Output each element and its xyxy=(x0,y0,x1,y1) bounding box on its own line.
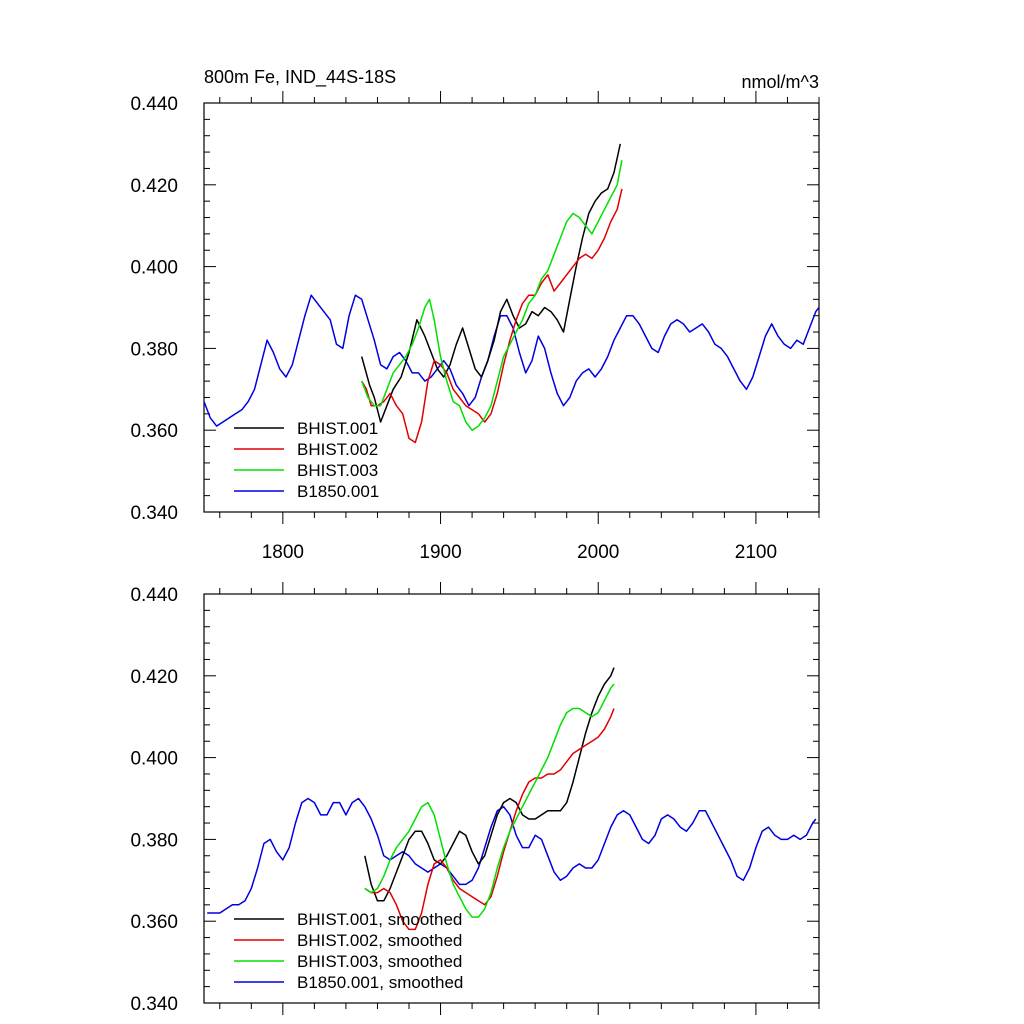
top-panel: 0.340 0.360 0.380 0.400 0.420 0.440 1800 1900 20… xyxy=(130,91,820,563)
plot-frame xyxy=(203,593,820,1004)
x-tick-label: 1900 xyxy=(419,542,461,563)
y-tick-label: 0.360 xyxy=(130,421,178,442)
series-line-bhist-002 xyxy=(361,188,623,444)
series-line-bhist-001 xyxy=(360,143,622,423)
units-label: nmol/m^3 xyxy=(742,72,819,92)
series-line-bhist-003 xyxy=(360,160,623,431)
y-tick-label: 0.340 xyxy=(130,503,178,524)
x-tick-label: 2100 xyxy=(735,542,777,563)
y-tick-label: 0.440 xyxy=(130,585,178,606)
legend-label: B1850.001, smoothed xyxy=(297,973,463,992)
series-line-bhist-003-smoothed xyxy=(364,683,615,918)
series-line-bhist-002-smoothed xyxy=(364,708,615,931)
legend-label: BHIST.001, smoothed xyxy=(297,910,462,929)
y-tick-label: 0.400 xyxy=(130,258,178,279)
legend-label: BHIST.003 xyxy=(297,461,378,480)
y-tick-label: 0.340 xyxy=(130,994,178,1015)
bottom-panel: 0.340 0.360 0.380 0.400 0.420 0.440 BHIST.001,… xyxy=(130,582,820,1015)
y-tick-label: 0.360 xyxy=(130,912,178,933)
x-tick-label: 1800 xyxy=(262,542,304,563)
series-line-bhist-001-smoothed xyxy=(364,667,615,902)
legend-label: BHIST.001 xyxy=(297,419,378,438)
series-line-b1850-001 xyxy=(203,294,820,427)
panel-title: 800m Fe, IND_44S-18S xyxy=(204,67,396,88)
y-tick-label: 0.420 xyxy=(130,176,178,197)
legend-label: BHIST.003, smoothed xyxy=(297,952,462,971)
y-tick-label: 0.440 xyxy=(130,94,178,115)
y-tick-label: 0.400 xyxy=(130,749,178,770)
y-tick-label: 0.420 xyxy=(130,667,178,688)
y-tick-label: 0.380 xyxy=(130,830,178,851)
legend-label: BHIST.002, smoothed xyxy=(297,931,462,950)
series-line-b1850-001-smoothed xyxy=(207,797,817,914)
legend-label: BHIST.002 xyxy=(297,440,378,459)
legend-label: B1850.001 xyxy=(297,482,379,501)
y-tick-label: 0.380 xyxy=(130,339,178,360)
x-tick-label: 2000 xyxy=(577,542,619,563)
